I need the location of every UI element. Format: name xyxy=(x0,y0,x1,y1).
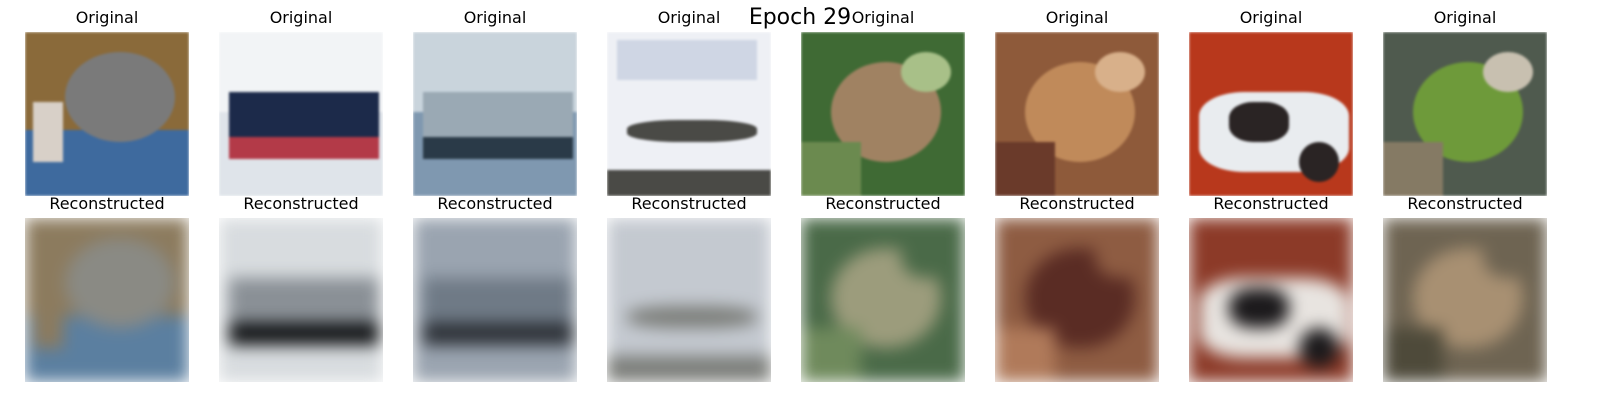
reconstructed-label: Reconstructed xyxy=(243,194,359,213)
image-region xyxy=(1299,328,1339,368)
image-region xyxy=(1383,142,1443,196)
original-image xyxy=(1189,32,1353,196)
image-region xyxy=(229,323,379,345)
image-region xyxy=(901,52,951,92)
reconstructed-image xyxy=(219,218,383,382)
image-region xyxy=(219,162,383,196)
image-region xyxy=(801,328,861,382)
image-region xyxy=(901,238,951,278)
original-image xyxy=(801,32,965,196)
frog-photo xyxy=(1383,218,1547,382)
image-region xyxy=(627,306,757,328)
reconstructed-label: Reconstructed xyxy=(1019,194,1135,213)
reconstructed-image xyxy=(801,218,965,382)
image-region xyxy=(995,328,1055,382)
image-region xyxy=(229,278,379,328)
image-region xyxy=(229,137,379,159)
original-label: Original xyxy=(1239,8,1303,27)
reconstructed-label: Reconstructed xyxy=(1407,194,1523,213)
image-region xyxy=(65,238,175,328)
frog-photo xyxy=(995,218,1159,382)
image-region xyxy=(229,92,379,142)
image-region xyxy=(1095,238,1145,278)
reconstructed-label: Reconstructed xyxy=(631,194,747,213)
original-label: Original xyxy=(1433,8,1497,27)
frog-photo xyxy=(1383,32,1547,196)
image-region xyxy=(219,348,383,382)
original-label: Original xyxy=(657,8,721,27)
reconstructed-image xyxy=(995,218,1159,382)
automobile-photo xyxy=(1189,218,1353,382)
frog-photo xyxy=(801,32,965,196)
image-region xyxy=(33,288,63,348)
original-label: Original xyxy=(1045,8,1109,27)
airplane-photo xyxy=(607,218,771,382)
image-region xyxy=(423,137,573,159)
reconstructed-image xyxy=(25,218,189,382)
reconstructed-image xyxy=(1189,218,1353,382)
image-region xyxy=(1095,52,1145,92)
figure-title: Epoch 29 xyxy=(748,5,852,30)
original-image xyxy=(219,32,383,196)
ship-photo xyxy=(219,32,383,196)
reconstructed-label: Reconstructed xyxy=(437,194,553,213)
original-image xyxy=(995,32,1159,196)
image-region xyxy=(801,142,861,196)
image-region xyxy=(1299,142,1339,182)
image-region xyxy=(413,348,577,382)
image-region xyxy=(65,52,175,142)
cat-photo xyxy=(25,32,189,196)
reconstructed-label: Reconstructed xyxy=(825,194,941,213)
reconstructed-image xyxy=(413,218,577,382)
image-region xyxy=(1383,328,1443,382)
image-region xyxy=(995,142,1055,196)
image-region xyxy=(423,278,573,328)
ship-photo xyxy=(219,218,383,382)
cat-photo xyxy=(25,218,189,382)
image-region xyxy=(627,120,757,142)
original-label: Original xyxy=(269,8,333,27)
image-region xyxy=(1483,238,1533,278)
original-image xyxy=(607,32,771,196)
original-image xyxy=(1383,32,1547,196)
image-region xyxy=(617,226,757,266)
original-label: Original xyxy=(851,8,915,27)
image-region xyxy=(423,323,573,345)
original-label: Original xyxy=(463,8,527,27)
image-region xyxy=(413,162,577,196)
image-region xyxy=(33,102,63,162)
image-region xyxy=(607,356,771,382)
automobile-photo xyxy=(1189,32,1353,196)
original-image xyxy=(25,32,189,196)
reconstructed-label: Reconstructed xyxy=(1213,194,1329,213)
original-image xyxy=(413,32,577,196)
image-region xyxy=(1229,288,1289,328)
ship-photo xyxy=(413,32,577,196)
image-region xyxy=(617,40,757,80)
image-region xyxy=(607,170,771,196)
reconstructed-label: Reconstructed xyxy=(49,194,165,213)
reconstructed-image xyxy=(1383,218,1547,382)
image-region xyxy=(1229,102,1289,142)
frog-photo xyxy=(801,218,965,382)
image-region xyxy=(1483,52,1533,92)
airplane-photo xyxy=(607,32,771,196)
reconstructed-image xyxy=(607,218,771,382)
frog-photo xyxy=(995,32,1159,196)
image-region xyxy=(423,92,573,142)
ship-photo xyxy=(413,218,577,382)
original-label: Original xyxy=(75,8,139,27)
